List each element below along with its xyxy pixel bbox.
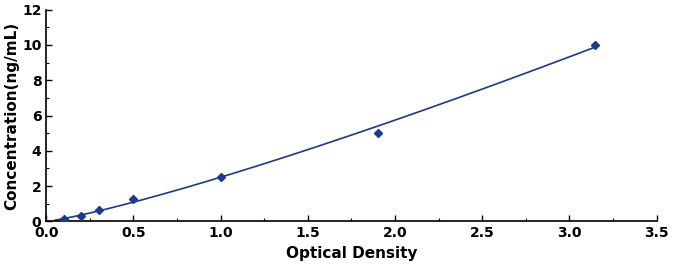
Y-axis label: Concentration(ng/mL): Concentration(ng/mL) [4, 21, 19, 210]
X-axis label: Optical Density: Optical Density [285, 246, 417, 261]
